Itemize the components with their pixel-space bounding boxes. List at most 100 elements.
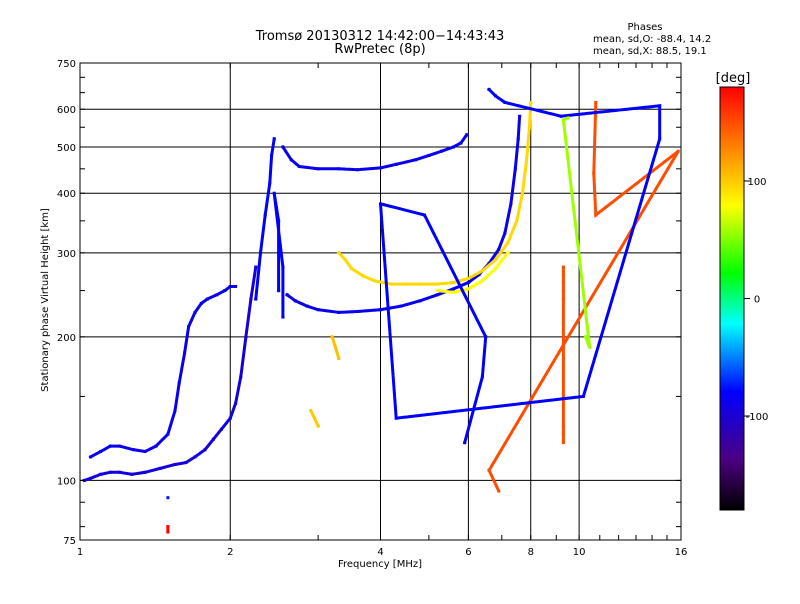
colorbar-tick-label: -100 (746, 412, 769, 423)
data-point (435, 293, 439, 297)
data-point (427, 153, 431, 157)
data-point (166, 530, 170, 534)
data-point (561, 265, 565, 269)
data-point (166, 432, 170, 436)
data-point (520, 191, 524, 195)
data-point (272, 191, 276, 195)
data-point (506, 251, 510, 255)
data-point (566, 116, 570, 120)
data-point (211, 437, 215, 441)
data-point (228, 284, 232, 288)
data-point (404, 282, 408, 286)
data-point (459, 141, 463, 145)
data-point (561, 289, 565, 293)
chart-subtitle: RwPretec (8p) (334, 42, 425, 57)
x-axis-ticks: 1 2 4 6 8 10 16 (77, 63, 687, 558)
data-point (561, 357, 565, 361)
data-point (559, 114, 563, 118)
y-tick-label: 600 (57, 105, 76, 116)
data-point (285, 293, 289, 297)
data-point (451, 145, 455, 149)
data-point (658, 104, 662, 108)
data-point (312, 416, 316, 420)
data-point (281, 145, 285, 149)
data-point (159, 466, 163, 470)
data-point (373, 279, 377, 283)
data-point (337, 357, 341, 361)
data-point (309, 409, 313, 413)
data-point (487, 87, 491, 91)
data-point (270, 153, 274, 157)
colorbar-ticks: 100 0 -100 (744, 177, 768, 423)
data-point (166, 496, 170, 500)
data-point (356, 168, 360, 172)
stats-heading: Phases (627, 22, 662, 33)
data-point (356, 309, 360, 313)
data-point (379, 308, 382, 312)
data-point (254, 265, 258, 269)
data-point (281, 315, 285, 319)
data-point (494, 94, 498, 98)
data-point (234, 401, 238, 405)
data-point (108, 444, 112, 448)
data-point (272, 137, 276, 141)
colorbar-label: [deg] (716, 71, 751, 86)
data-point (166, 525, 170, 529)
trace (280, 132, 469, 172)
data-point (281, 265, 285, 269)
trace (82, 265, 258, 483)
y-axis-label: Stationary phase Virtual Height [km] (40, 208, 51, 392)
trace (254, 137, 276, 301)
data-point (477, 273, 481, 277)
data-point (249, 297, 253, 301)
data-point (337, 167, 341, 171)
data-point (379, 166, 382, 170)
data-point (594, 100, 598, 104)
x-axis-label: Frequency [MHz] (338, 559, 422, 570)
y-tick-label: 300 (57, 249, 76, 260)
stats-line-o: mean, sd,O: -88.4, 14.2 (593, 34, 711, 45)
data-point (362, 274, 366, 278)
grid (80, 63, 681, 540)
y-axis-ticks: 75 100 200 300 400 500 600 750 (57, 59, 681, 547)
colorbar (719, 86, 745, 511)
data-point (89, 455, 93, 459)
data-point (503, 100, 507, 104)
data-point (527, 125, 531, 129)
x-tick-label: 10 (573, 547, 586, 558)
data-point (193, 455, 197, 459)
data-point (297, 165, 301, 169)
data-point (343, 258, 347, 262)
data-point (561, 424, 565, 428)
data-point (379, 202, 382, 206)
data-point (440, 149, 444, 153)
data-point (193, 310, 197, 314)
data-point (187, 325, 191, 329)
data-point (118, 470, 122, 474)
data-point (497, 489, 501, 493)
data-point (658, 137, 662, 141)
data-point (422, 213, 426, 217)
data-point (215, 293, 219, 297)
data-point (435, 289, 439, 293)
data-point (518, 114, 522, 118)
data-point (561, 432, 565, 436)
trace (561, 116, 592, 348)
data-point (435, 282, 439, 286)
data-point (561, 280, 565, 284)
data-point (561, 441, 565, 445)
data-point (515, 219, 519, 223)
data-point (465, 133, 469, 137)
data-point (594, 213, 598, 217)
data-point (480, 375, 484, 379)
data-point (592, 171, 596, 175)
data-point (561, 273, 565, 277)
data-point (316, 167, 320, 171)
y-tick-label: 100 (57, 476, 76, 487)
data-point (463, 441, 467, 445)
data-point (487, 468, 491, 472)
data-point (99, 472, 103, 476)
data-point (509, 202, 513, 206)
y-tick-label: 750 (57, 59, 76, 70)
